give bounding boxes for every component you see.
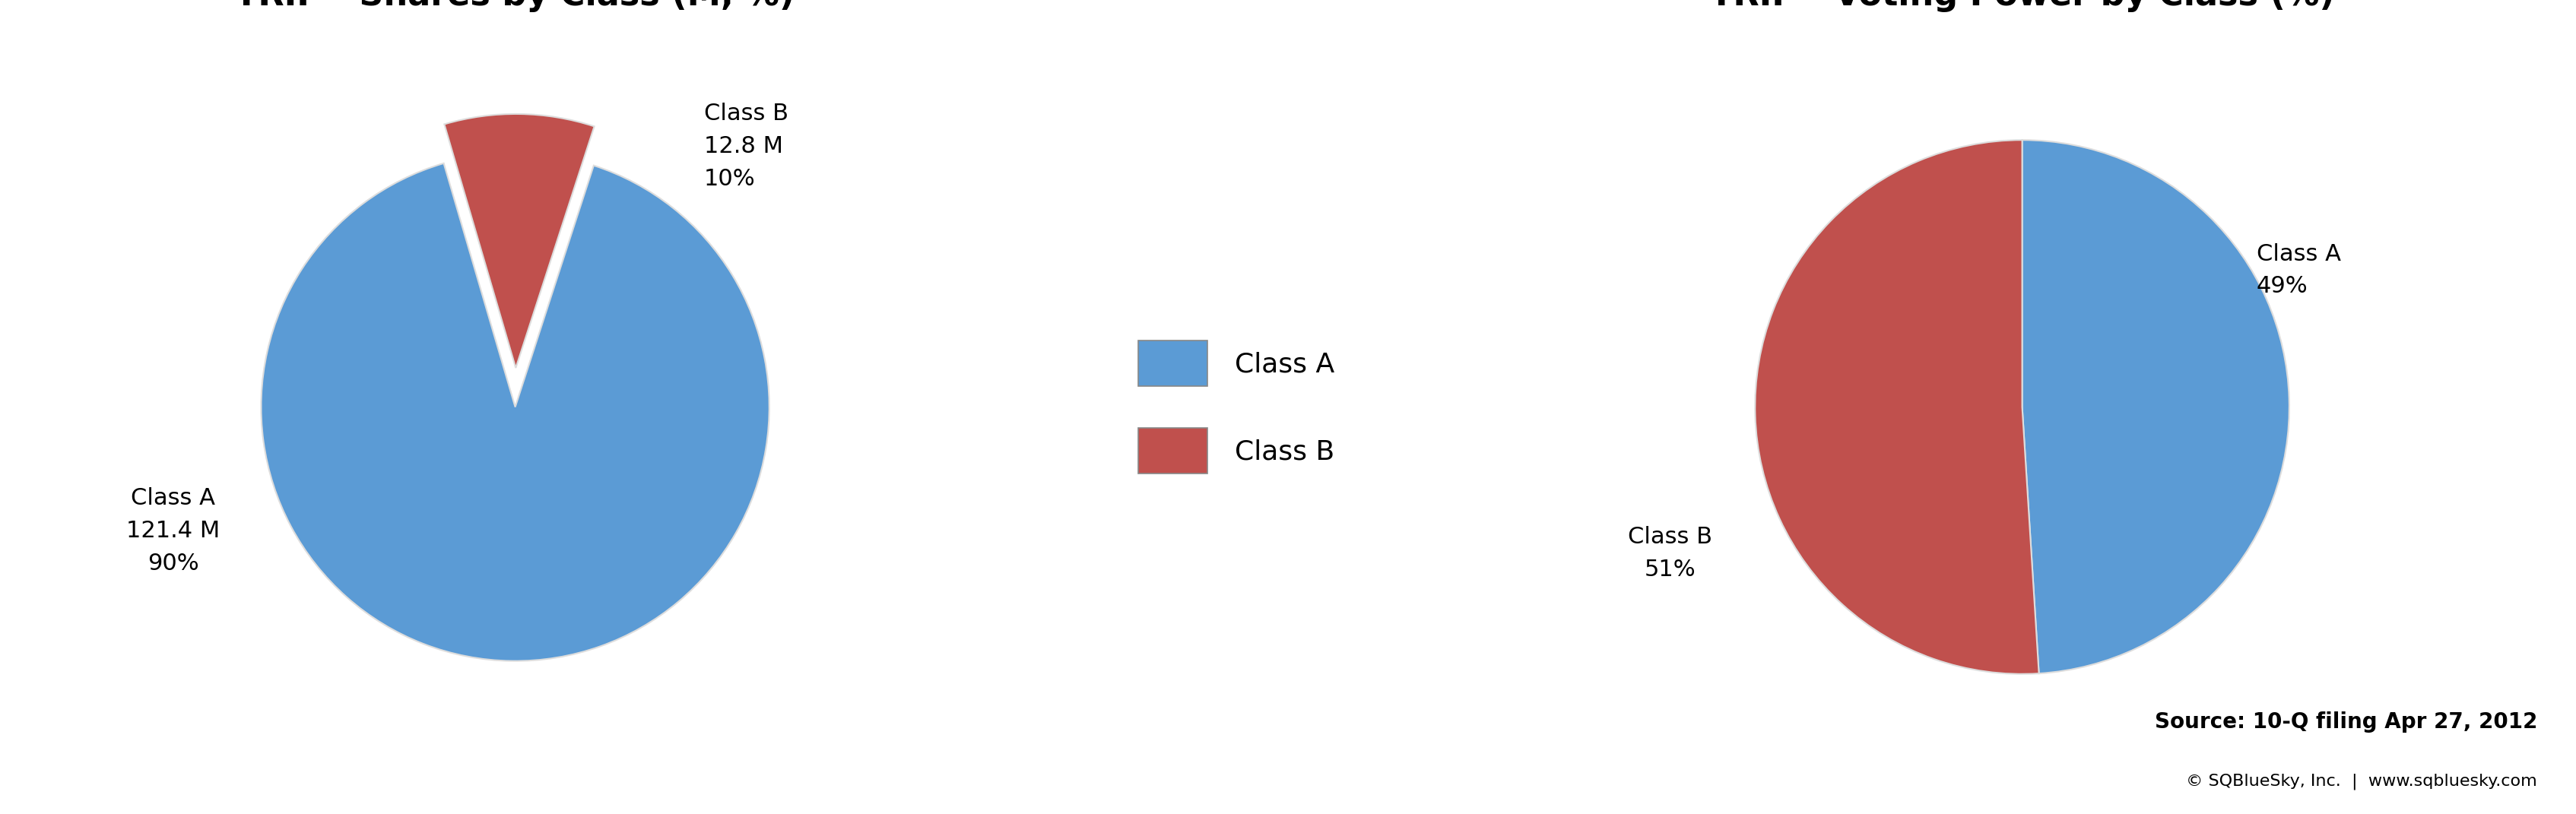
Title: TRIP - Voting Power by Class (%): TRIP - Voting Power by Class (%) bbox=[1710, 0, 2334, 12]
Wedge shape bbox=[260, 164, 770, 661]
Text: © SQBlueSky, Inc.  |  www.sqbluesky.com: © SQBlueSky, Inc. | www.sqbluesky.com bbox=[2187, 773, 2537, 790]
Text: Class A
49%: Class A 49% bbox=[2257, 243, 2342, 298]
Text: Source: 10-Q filing Apr 27, 2012: Source: 10-Q filing Apr 27, 2012 bbox=[2154, 711, 2537, 733]
Wedge shape bbox=[443, 114, 595, 368]
Text: Class B
51%: Class B 51% bbox=[1628, 526, 1713, 581]
Legend: Class A, Class B: Class A, Class B bbox=[1097, 300, 1376, 514]
Text: Class B
12.8 M
10%: Class B 12.8 M 10% bbox=[703, 103, 788, 190]
Title: TRIP - Shares by Class (M, %): TRIP - Shares by Class (M, %) bbox=[234, 0, 796, 12]
Wedge shape bbox=[2022, 140, 2290, 673]
Wedge shape bbox=[1754, 140, 2040, 674]
Text: Class A
121.4 M
90%: Class A 121.4 M 90% bbox=[126, 487, 219, 575]
